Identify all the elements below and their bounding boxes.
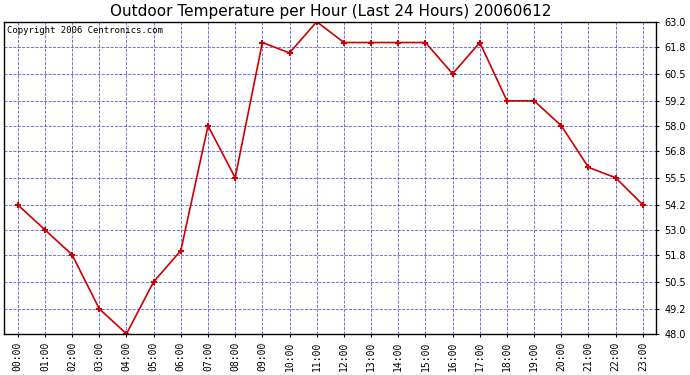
Title: Outdoor Temperature per Hour (Last 24 Hours) 20060612: Outdoor Temperature per Hour (Last 24 Ho… [110,4,551,19]
Text: Copyright 2006 Centronics.com: Copyright 2006 Centronics.com [8,26,164,35]
